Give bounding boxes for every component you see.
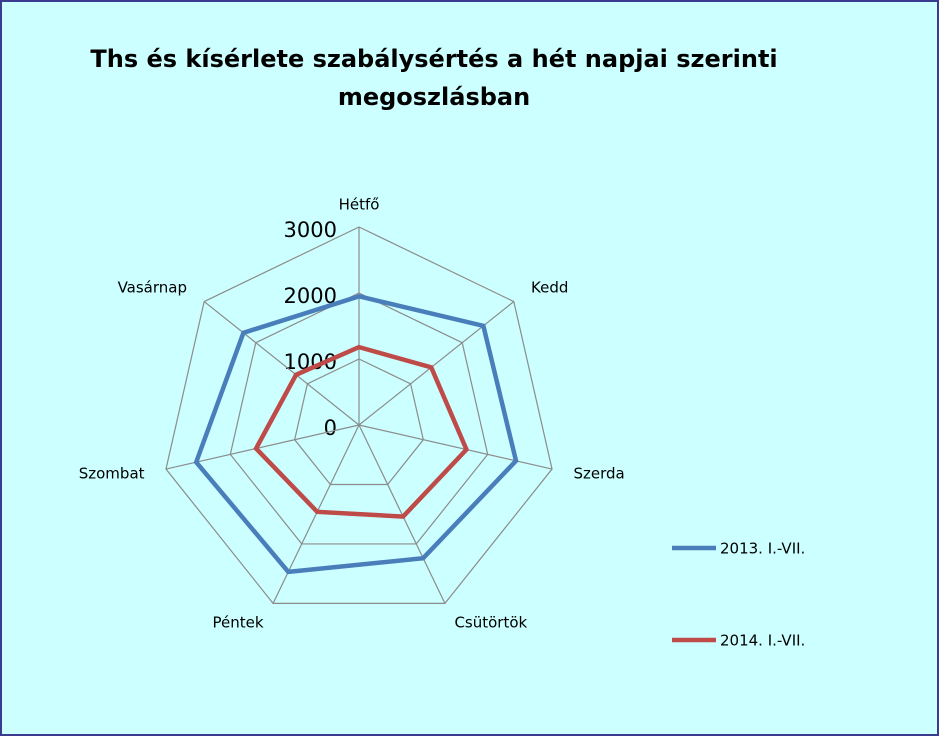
spoke [358,424,553,470]
series-line [193,293,519,575]
grid-ring [229,292,489,545]
series-line [253,344,470,519]
spoke [203,301,360,426]
category-label: Szombat [79,464,145,482]
category-label: Csütörtök [454,614,527,632]
legend-label: 2013. I.-VII. [720,540,805,558]
spoke [358,424,446,604]
legend-label: 2014. I.-VII. [720,632,805,650]
chart-subtitle: megoszlásban [338,83,530,111]
grid-ring [294,358,424,486]
category-label: Hétfő [339,196,380,214]
r-tick-label: 3000 [284,218,337,242]
chart-title: Ths és kísérlete szabálysértés a hét nap… [90,45,777,73]
spoke [358,301,515,426]
r-tick-label: 0 [324,416,337,440]
grid-ring [165,226,553,604]
category-label: Szerda [573,464,624,482]
category-label: Vasárnap [118,278,187,296]
category-label: Kedd [531,278,568,296]
category-label: Péntek [212,614,263,632]
